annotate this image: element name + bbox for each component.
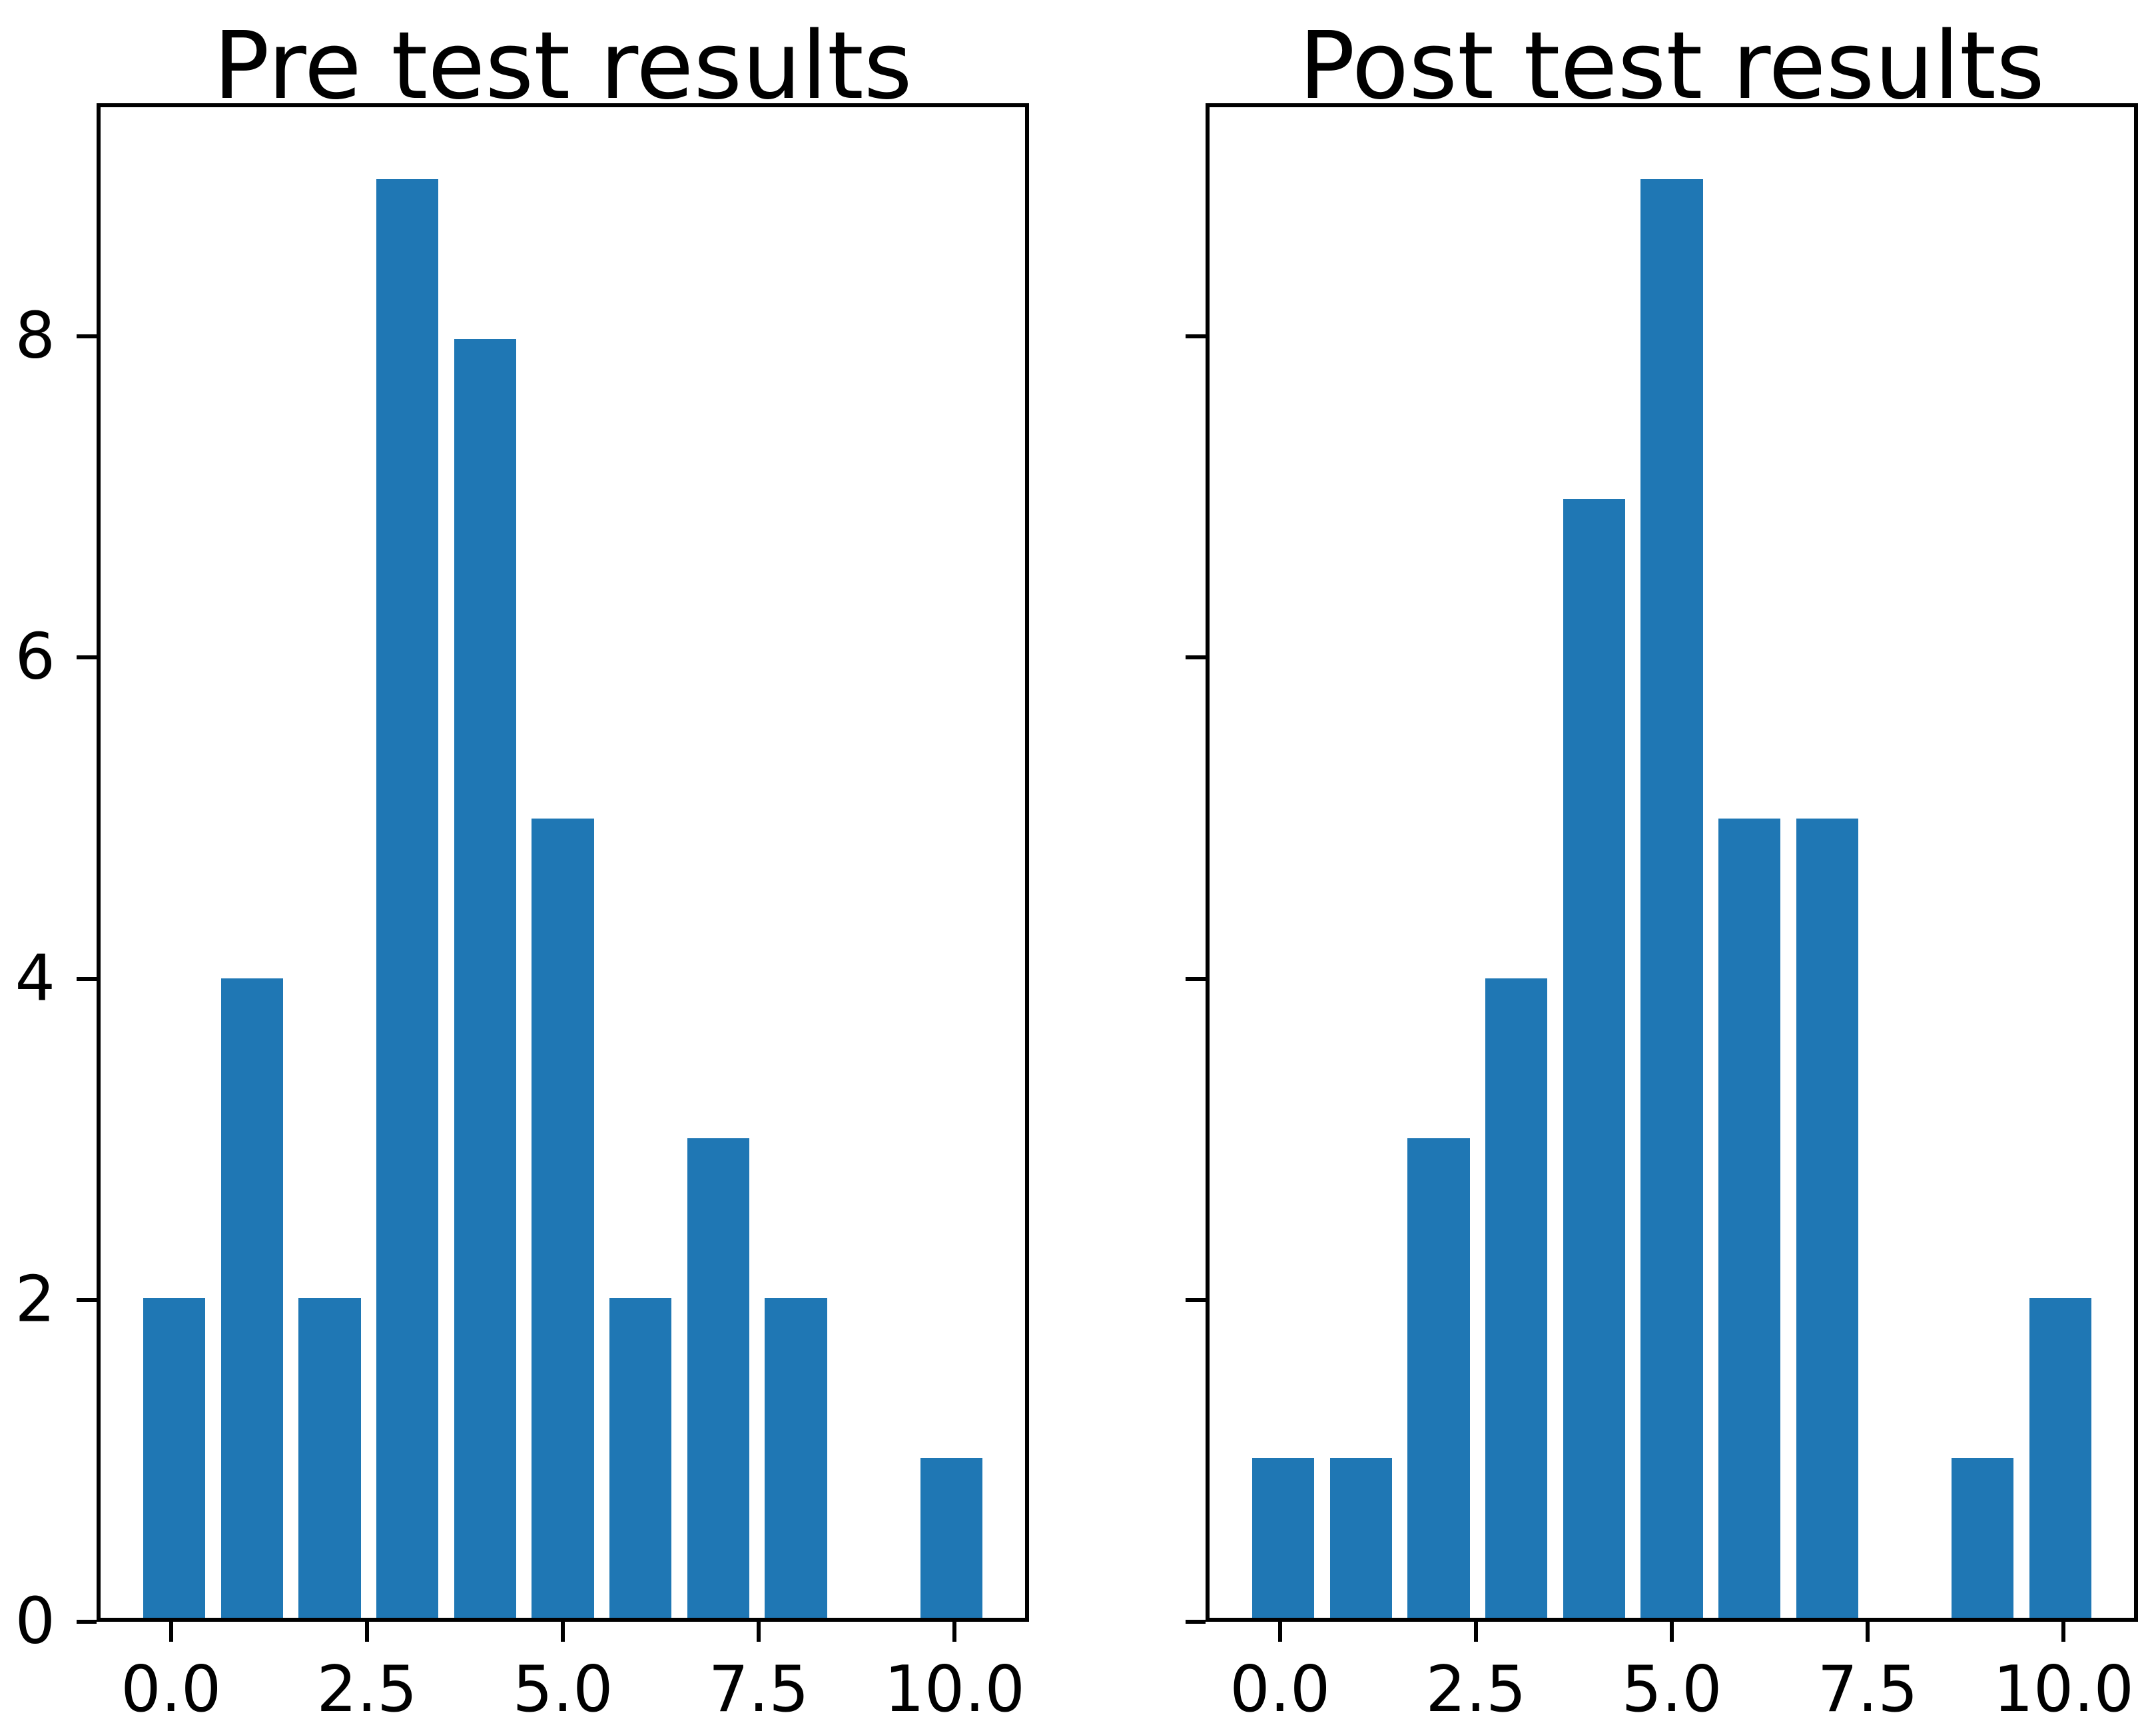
y-tick (77, 1620, 97, 1624)
histogram-bar (1407, 1138, 1470, 1618)
x-tick-label: 0.0 (121, 1653, 222, 1726)
x-tick (952, 1622, 957, 1642)
y-tick-label: 6 (15, 620, 55, 694)
histogram-bar (532, 819, 594, 1618)
x-tick-label: 2.5 (316, 1653, 418, 1726)
x-tick-label: 7.5 (1817, 1653, 1918, 1726)
histogram-bar (1563, 499, 1625, 1618)
x-tick (561, 1622, 565, 1642)
histogram-bar (298, 1298, 361, 1618)
histogram-bar (2029, 1298, 2091, 1618)
x-tick-label: 2.5 (1425, 1653, 1527, 1726)
x-tick-label: 5.0 (1621, 1653, 1722, 1726)
y-tick (1186, 1620, 1206, 1624)
y-tick-label: 4 (15, 942, 55, 1016)
axes-post-test: Post test results 0.0 2.5 5.0 7.5 10.0 (1186, 20, 2138, 1722)
axes-frame (97, 103, 1029, 1622)
y-tick (1186, 655, 1206, 660)
plot-area (101, 107, 1025, 1618)
pre-test-title: Pre test results (213, 12, 912, 121)
y-tick (1186, 1298, 1206, 1303)
histogram-bar (1640, 179, 1703, 1618)
histogram-bar (1329, 1458, 1393, 1618)
histogram-bar (143, 1298, 206, 1618)
histogram-bar (1718, 819, 1781, 1618)
histogram-bar (376, 179, 439, 1618)
histogram-bar (1485, 978, 1548, 1618)
axes-frame (1206, 103, 2138, 1622)
x-tick (1670, 1622, 1674, 1642)
histogram-bar (765, 1298, 827, 1618)
x-tick (2061, 1622, 2066, 1642)
y-tick-label: 0 (15, 1584, 55, 1658)
histogram-bar (1796, 819, 1858, 1618)
histogram-bar (687, 1138, 749, 1618)
post-test-title: Post test results (1299, 12, 2045, 121)
y-tick (77, 1298, 97, 1303)
x-tick (757, 1622, 761, 1642)
histogram-bar (1252, 1458, 1315, 1618)
axes-pre-test: Pre test results 0.0 2.5 5.0 7.5 10.0 0 2 4 6 8 (15, 20, 1029, 1722)
x-tick (169, 1622, 173, 1642)
histogram-bar (609, 1298, 672, 1618)
y-tick (1186, 334, 1206, 338)
histogram-bar (454, 339, 516, 1618)
y-tick-label: 8 (15, 299, 55, 373)
plot-area (1210, 107, 2134, 1618)
x-tick (1473, 1622, 1478, 1642)
x-tick-label: 10.0 (884, 1653, 1025, 1726)
x-tick (364, 1622, 369, 1642)
x-tick-label: 7.5 (708, 1653, 809, 1726)
histogram-bar (920, 1458, 982, 1618)
y-tick-label: 2 (15, 1263, 55, 1337)
x-tick (1277, 1622, 1282, 1642)
x-tick-label: 5.0 (512, 1653, 613, 1726)
y-tick (77, 655, 97, 660)
x-tick-label: 10.0 (1993, 1653, 2134, 1726)
y-tick (1186, 976, 1206, 981)
y-tick (77, 334, 97, 338)
histogram-bar (1951, 1458, 2014, 1618)
histogram-bar (220, 978, 284, 1618)
x-tick (1866, 1622, 1870, 1642)
y-tick (77, 976, 97, 981)
x-tick-label: 0.0 (1230, 1653, 1331, 1726)
